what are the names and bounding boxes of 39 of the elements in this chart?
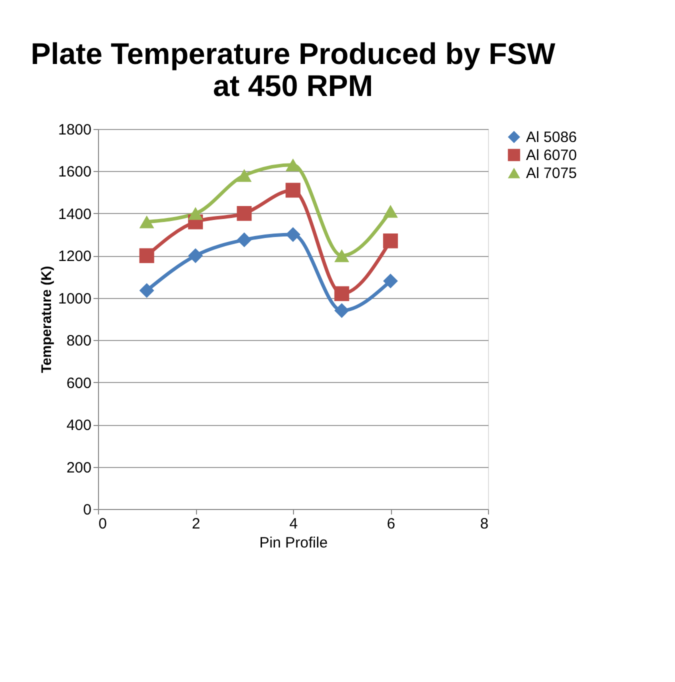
x-tick-label: 6 [386, 516, 396, 532]
point [236, 206, 252, 221]
point [334, 286, 350, 302]
y-tick-label: 0 [83, 502, 92, 518]
point [139, 215, 154, 228]
point [286, 158, 300, 172]
point [383, 233, 398, 248]
text: at 450 RPM [212, 70, 374, 103]
text: Plate Temperature Produced by FSW [30, 38, 556, 71]
legend-label: Al 7075 [526, 165, 577, 182]
point [139, 283, 154, 298]
x-tick-label: 8 [480, 516, 488, 532]
x-axis-title: Pin Profile [259, 534, 328, 552]
y-tick-label: 1800 [58, 122, 92, 138]
x-tick-label: 4 [289, 516, 298, 532]
y-axis-title: Temperature (K) [38, 266, 54, 374]
y-tick-label: 1200 [58, 248, 92, 266]
point [286, 227, 300, 242]
point [188, 248, 203, 264]
point [383, 204, 398, 218]
y-tick-label: 1400 [58, 206, 92, 223]
y-tick-label: 800 [66, 332, 92, 350]
point [236, 232, 252, 248]
y-tick-label: 1600 [58, 164, 92, 181]
point [286, 182, 300, 198]
legend-label: Al 6070 [526, 147, 577, 164]
y-tick-label: 600 [66, 374, 92, 392]
point [334, 303, 350, 318]
y-tick-label: 400 [66, 417, 92, 434]
point [334, 249, 350, 262]
y-tick-label: 1000 [58, 290, 92, 308]
y-tick-label: 200 [66, 459, 92, 476]
x-tick-label: 0 [98, 516, 107, 532]
x-tick-label: 2 [192, 516, 200, 532]
point [139, 248, 154, 264]
point [236, 169, 252, 182]
point [188, 207, 203, 220]
point [383, 274, 398, 288]
legend-label: Al 5086 [526, 129, 577, 146]
